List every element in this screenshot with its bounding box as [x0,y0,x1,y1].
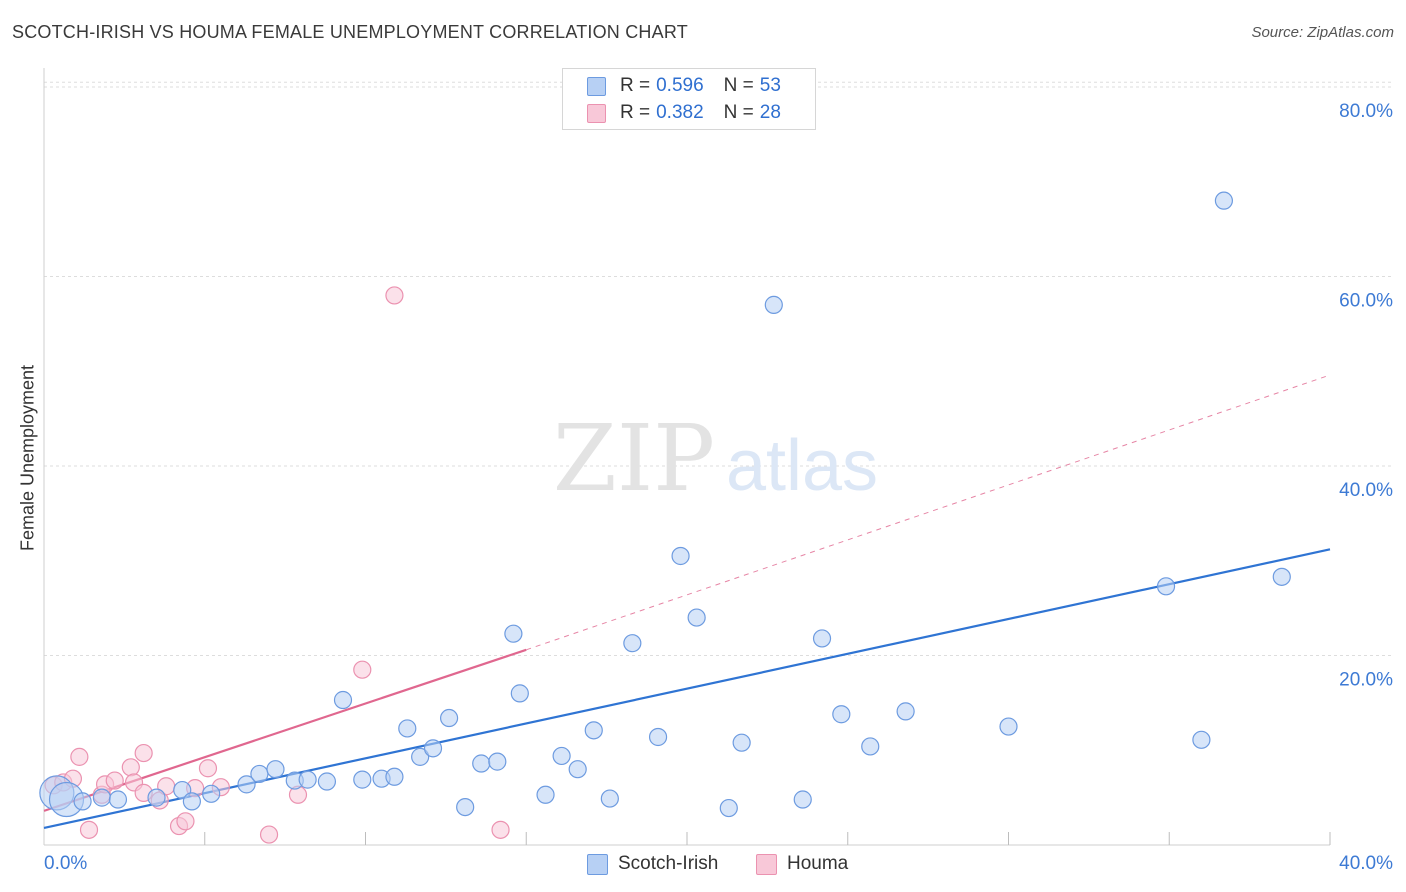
scotch-irish-point [600,789,619,808]
y-tick-label: 80.0% [1339,101,1393,122]
scotch-irish-point [832,705,851,724]
scotch-irish-point [536,785,555,804]
scotch-irish-point [423,739,443,758]
scotch-irish-point [333,690,353,710]
watermark-atlas: atlas [726,426,878,506]
scotch-irish-point [411,747,430,766]
scotch-irish-point [266,760,285,779]
scotch-irish-point [92,788,111,807]
scotch-irish-point [999,717,1018,736]
scotch-irish-point [896,702,915,721]
scotch-irish-point [108,790,128,809]
legend-n-value: 53 [759,75,781,96]
scotch-irish-point [510,684,529,703]
scotch-irish-point [648,727,668,747]
scotch-irish-point [472,754,491,773]
houma-point [105,771,124,790]
scotch-irish-point [732,733,751,752]
scotch-irish-point [568,760,587,779]
x-tick-labels: 0.0% 40.0% [44,853,1393,874]
scotch-irish-point [671,546,690,566]
houma-point [134,743,153,763]
x-tick-label: 40.0% [1339,853,1393,874]
legend-n-value: 28 [759,102,781,123]
legend-r-label: R = [620,102,651,123]
houma-point [259,825,279,844]
legend-n-label: N = [723,102,754,123]
scotch-irish-point [353,770,372,789]
legend-swatch-scotch-irish [587,76,606,96]
scotch-irish-point [861,737,880,756]
scotch-irish-point [202,784,221,803]
legend-swatch-houma [587,103,606,123]
scotch-irish-point [687,608,706,627]
source-label: Source: ZipAtlas.com [1251,24,1394,41]
houma-point [491,820,510,839]
x-tick-label: 0.0% [44,853,87,874]
scotch-irish-point [1192,730,1211,749]
houma-point [353,660,372,679]
scotch-irish-point [584,721,603,740]
scotch-irish-point [764,295,783,314]
scotch-irish-points [39,191,1291,818]
scotch-irish-point [182,792,201,811]
houma-trend-extension [526,374,1331,651]
scotch-irish-point [73,792,92,811]
scotch-irish-point [385,767,404,786]
scotch-irish-point [1272,567,1291,586]
y-tick-label: 40.0% [1339,480,1393,501]
watermark-zip: ZIP [553,405,715,512]
scotch-irish-point [398,719,417,738]
scotch-irish-point [488,752,507,771]
houma-point [198,759,218,778]
y-tick-label: 60.0% [1339,290,1393,311]
houma-points [44,286,510,844]
correlation-legend: R = 0.596 N = 53 R = 0.382 N = 28 [562,68,816,130]
scotch-irish-point [504,624,523,643]
legend-r-value: 0.596 [656,75,704,96]
houma-point [385,286,404,305]
legend-row-houma: R = 0.382 N = 28 [587,100,781,126]
houma-trend-line [43,648,527,812]
scotch-irish-point [552,746,571,766]
legend-row-scotch-irish: R = 0.596 N = 53 [587,73,781,99]
legend-r-value: 0.382 [656,102,704,123]
houma-point [70,747,89,766]
scotch-irish-point [1156,577,1176,596]
series-swatch-houma [756,853,777,875]
scotch-irish-point [147,788,166,807]
scotch-irish-point [298,770,317,789]
y-tick-label: 20.0% [1339,669,1393,690]
scotch-irish-point [456,797,475,817]
scotch-irish-point [623,634,642,653]
series-legend-scotch-irish[interactable]: Scotch-Irish [587,852,718,876]
scotch-irish-trend-line [43,548,1331,830]
scotch-irish-point [719,798,738,818]
chart-title: SCOTCH-IRISH VS HOUMA FEMALE UNEMPLOYMEN… [12,22,688,42]
houma-point [176,812,195,831]
y-tick-labels: 20.0% 40.0% 60.0% 80.0% [1339,101,1393,691]
legend-r-label: R = [620,75,651,96]
series-swatch-scotch-irish [587,853,608,875]
series-label-houma: Houma [787,853,849,874]
y-axis-title: Female Unemployment [17,364,38,552]
watermark: ZIP atlas [553,405,878,512]
scotch-irish-point [317,772,337,791]
grid [44,81,1392,656]
scotch-irish-point [812,629,832,648]
scotch-irish-point [237,775,256,794]
series-label-scotch-irish: Scotch-Irish [618,853,719,874]
scotch-irish-point [439,708,459,728]
scotch-irish-point [250,764,269,784]
legend-n-label: N = [723,75,754,96]
series-legend-houma[interactable]: Houma [756,852,848,876]
x-ticks [204,832,1331,845]
scotch-irish-point [1214,191,1234,210]
scotch-irish-point [793,790,812,809]
houma-point [121,758,140,777]
houma-point [79,820,99,839]
